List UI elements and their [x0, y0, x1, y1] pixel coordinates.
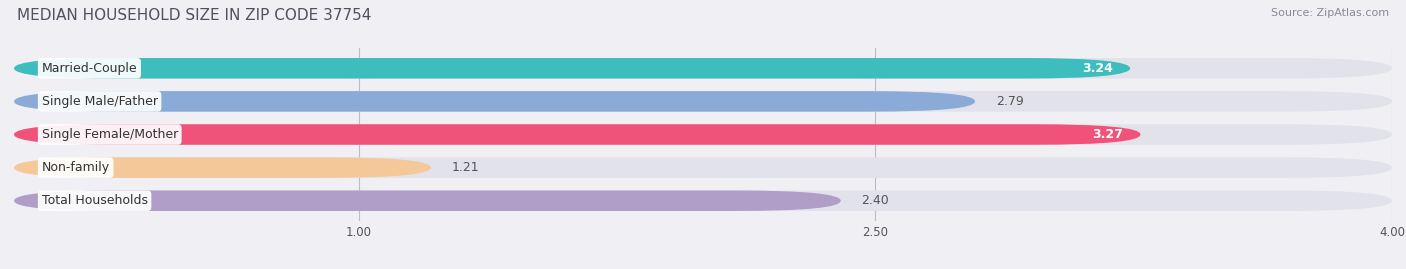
FancyBboxPatch shape — [14, 91, 1392, 112]
FancyBboxPatch shape — [14, 58, 1392, 79]
Text: Source: ZipAtlas.com: Source: ZipAtlas.com — [1271, 8, 1389, 18]
FancyBboxPatch shape — [14, 190, 1392, 211]
FancyBboxPatch shape — [14, 190, 841, 211]
Text: Single Female/Mother: Single Female/Mother — [42, 128, 179, 141]
Text: Total Households: Total Households — [42, 194, 148, 207]
FancyBboxPatch shape — [14, 157, 1392, 178]
FancyBboxPatch shape — [14, 124, 1392, 145]
Text: MEDIAN HOUSEHOLD SIZE IN ZIP CODE 37754: MEDIAN HOUSEHOLD SIZE IN ZIP CODE 37754 — [17, 8, 371, 23]
Text: 2.79: 2.79 — [995, 95, 1024, 108]
Text: 2.40: 2.40 — [862, 194, 889, 207]
Text: Non-family: Non-family — [42, 161, 110, 174]
Text: 3.24: 3.24 — [1083, 62, 1114, 75]
FancyBboxPatch shape — [14, 91, 976, 112]
FancyBboxPatch shape — [14, 58, 1130, 79]
Text: Single Male/Father: Single Male/Father — [42, 95, 157, 108]
Text: Married-Couple: Married-Couple — [42, 62, 138, 75]
Text: 3.27: 3.27 — [1092, 128, 1123, 141]
FancyBboxPatch shape — [14, 157, 430, 178]
Text: 1.21: 1.21 — [451, 161, 479, 174]
FancyBboxPatch shape — [14, 124, 1140, 145]
